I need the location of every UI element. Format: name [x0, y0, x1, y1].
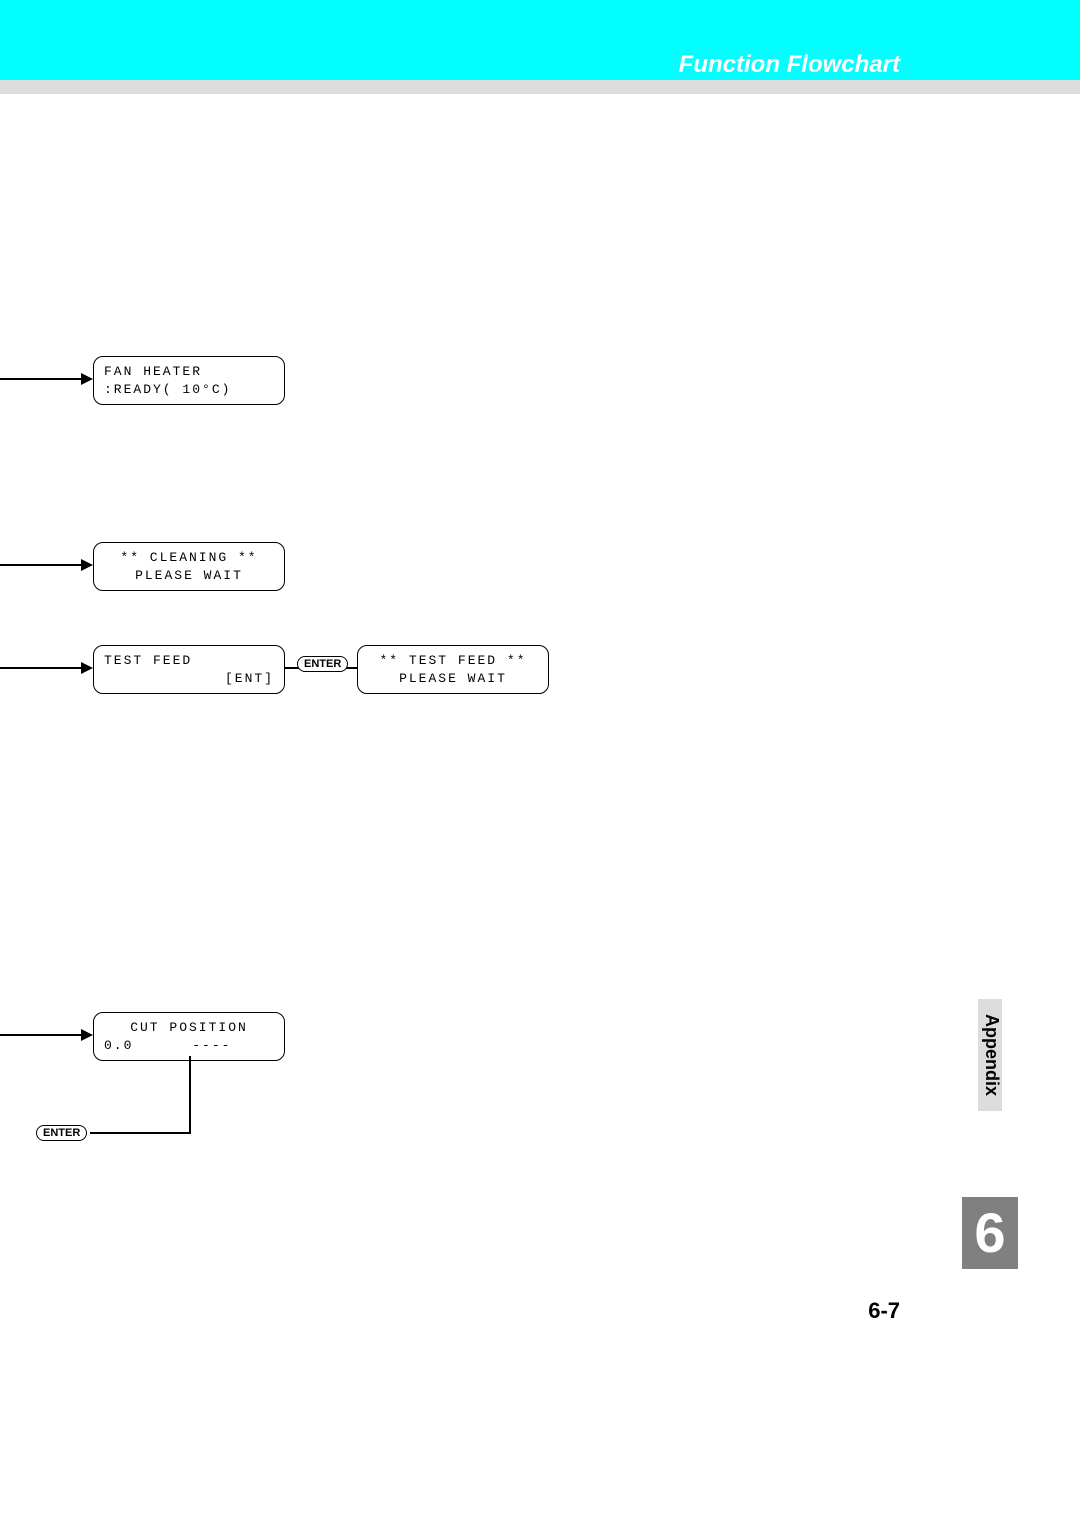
test-feed-line2: [ENT]: [104, 670, 274, 688]
header-band: [0, 0, 1080, 80]
test-feed-wait-line1: ** TEST FEED **: [368, 652, 538, 670]
node-test-feed: TEST FEED [ENT]: [93, 645, 285, 694]
cut-position-line1: CUT POSITION: [104, 1019, 274, 1037]
node-test-feed-wait: ** TEST FEED ** PLEASE WAIT: [357, 645, 549, 694]
node-cleaning: ** CLEANING ** PLEASE WAIT: [93, 542, 285, 591]
header-sub-band: [0, 80, 1080, 94]
arrowhead-test-feed: [81, 662, 93, 674]
arrowhead-cleaning: [81, 559, 93, 571]
cleaning-line1: ** CLEANING **: [104, 549, 274, 567]
node-fan-heater: FAN HEATER :READY( 10°C): [93, 356, 285, 405]
test-feed-line1: TEST FEED: [104, 652, 274, 670]
connector-to-test-feed: [0, 667, 89, 669]
arrowhead-cut-position: [81, 1029, 93, 1041]
cleaning-line2: PLEASE WAIT: [104, 567, 274, 585]
sidebar-appendix-tab: Appendix: [978, 999, 1002, 1111]
connector-to-fan-heater: [0, 378, 89, 380]
node-cut-position: CUT POSITION 0.0 ----: [93, 1012, 285, 1061]
arrowhead-fan-heater: [81, 373, 93, 385]
connector-cut-left: [90, 1132, 191, 1134]
header-title: Function Flowchart: [679, 51, 900, 79]
cut-position-line2: 0.0 ----: [104, 1037, 274, 1055]
connector-to-cut-position: [0, 1034, 89, 1036]
page-root: Function Flowchart FAN HEATER :READY( 10…: [0, 0, 1080, 1527]
fan-heater-line2: :READY( 10°C): [104, 381, 274, 399]
sidebar-chapter-number: 6: [974, 1205, 1005, 1261]
fan-heater-line1: FAN HEATER: [104, 363, 274, 381]
page-number: 6-7: [868, 1298, 900, 1324]
enter-badge-testfeed: ENTER: [297, 656, 348, 672]
test-feed-wait-line2: PLEASE WAIT: [368, 670, 538, 688]
connector-to-cleaning: [0, 564, 89, 566]
sidebar-chapter-block: 6: [962, 1197, 1018, 1269]
enter-badge-cut: ENTER: [36, 1125, 87, 1141]
connector-cut-down: [189, 1056, 191, 1132]
